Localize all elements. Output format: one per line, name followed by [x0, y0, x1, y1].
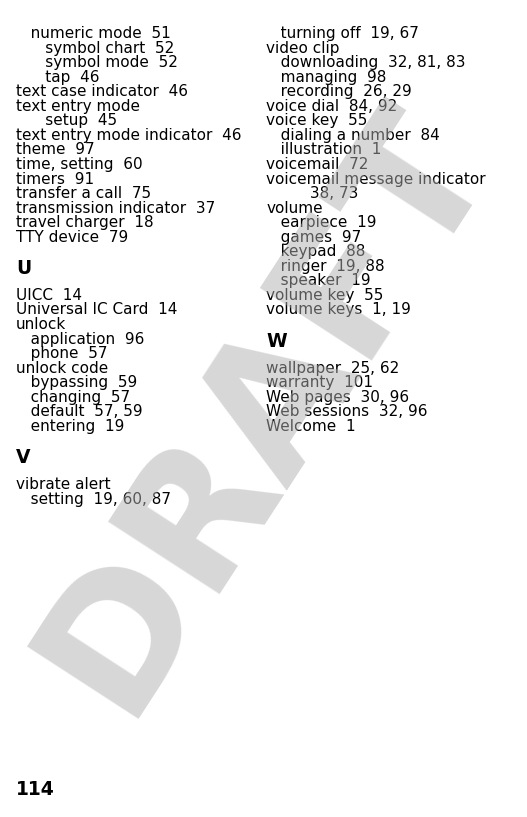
Text: application  96: application 96	[16, 332, 144, 346]
Text: volume key  55: volume key 55	[266, 288, 384, 303]
Text: ringer  19, 88: ringer 19, 88	[266, 259, 385, 274]
Text: text entry mode: text entry mode	[16, 99, 140, 114]
Text: text entry mode indicator  46: text entry mode indicator 46	[16, 128, 241, 143]
Text: unlock code: unlock code	[16, 360, 108, 376]
Text: entering  19: entering 19	[16, 419, 124, 434]
Text: managing  98: managing 98	[266, 69, 386, 85]
Text: time, setting  60: time, setting 60	[16, 157, 142, 172]
Text: illustration  1: illustration 1	[266, 142, 382, 158]
Text: recording  26, 29: recording 26, 29	[266, 84, 412, 100]
Text: voice dial  84, 92: voice dial 84, 92	[266, 99, 397, 114]
Text: warranty  101: warranty 101	[266, 375, 373, 391]
Text: volume: volume	[266, 201, 323, 216]
Text: Universal IC Card  14: Universal IC Card 14	[16, 302, 177, 318]
Text: keypad  88: keypad 88	[266, 244, 366, 259]
Text: speaker  19: speaker 19	[266, 274, 371, 288]
Text: timers  91: timers 91	[16, 172, 94, 186]
Text: tap  46: tap 46	[16, 69, 99, 85]
Text: symbol mode  52: symbol mode 52	[16, 56, 178, 70]
Text: downloading  32, 81, 83: downloading 32, 81, 83	[266, 56, 466, 70]
Text: games  97: games 97	[266, 230, 362, 245]
Text: 38, 73: 38, 73	[266, 186, 358, 201]
Text: Welcome  1: Welcome 1	[266, 419, 356, 434]
Text: video clip: video clip	[266, 41, 339, 56]
Text: travel charger  18: travel charger 18	[16, 215, 153, 230]
Text: TTY device  79: TTY device 79	[16, 230, 128, 245]
Text: bypassing  59: bypassing 59	[16, 375, 137, 391]
Text: theme  97: theme 97	[16, 142, 94, 158]
Text: text case indicator  46: text case indicator 46	[16, 84, 188, 100]
Text: numeric mode  51: numeric mode 51	[16, 26, 171, 41]
Text: dialing a number  84: dialing a number 84	[266, 128, 440, 143]
Text: Web pages  30, 96: Web pages 30, 96	[266, 390, 409, 404]
Text: voicemail  72: voicemail 72	[266, 157, 368, 172]
Text: V: V	[16, 448, 31, 467]
Text: earpiece  19: earpiece 19	[266, 215, 377, 230]
Text: changing  57: changing 57	[16, 390, 130, 404]
Text: unlock: unlock	[16, 317, 66, 332]
Text: 114: 114	[16, 780, 55, 799]
Text: volume keys  1, 19: volume keys 1, 19	[266, 302, 411, 318]
Text: setup  45: setup 45	[16, 114, 117, 128]
Text: Web sessions  32, 96: Web sessions 32, 96	[266, 404, 427, 419]
Text: setting  19, 60, 87: setting 19, 60, 87	[16, 492, 171, 507]
Text: voicemail message indicator: voicemail message indicator	[266, 172, 486, 186]
Text: UICC  14: UICC 14	[16, 288, 82, 303]
Text: turning off  19, 67: turning off 19, 67	[266, 26, 419, 41]
Text: transfer a call  75: transfer a call 75	[16, 186, 151, 201]
Text: phone  57: phone 57	[16, 346, 108, 361]
Text: W: W	[266, 332, 287, 350]
Text: default  57, 59: default 57, 59	[16, 404, 142, 419]
Text: wallpaper  25, 62: wallpaper 25, 62	[266, 360, 399, 376]
Text: transmission indicator  37: transmission indicator 37	[16, 201, 215, 216]
Text: U: U	[16, 259, 31, 278]
Text: vibrate alert: vibrate alert	[16, 477, 111, 492]
Text: symbol chart  52: symbol chart 52	[16, 41, 174, 56]
Text: voice key  55: voice key 55	[266, 114, 367, 128]
Text: DRAFT: DRAFT	[6, 78, 521, 739]
